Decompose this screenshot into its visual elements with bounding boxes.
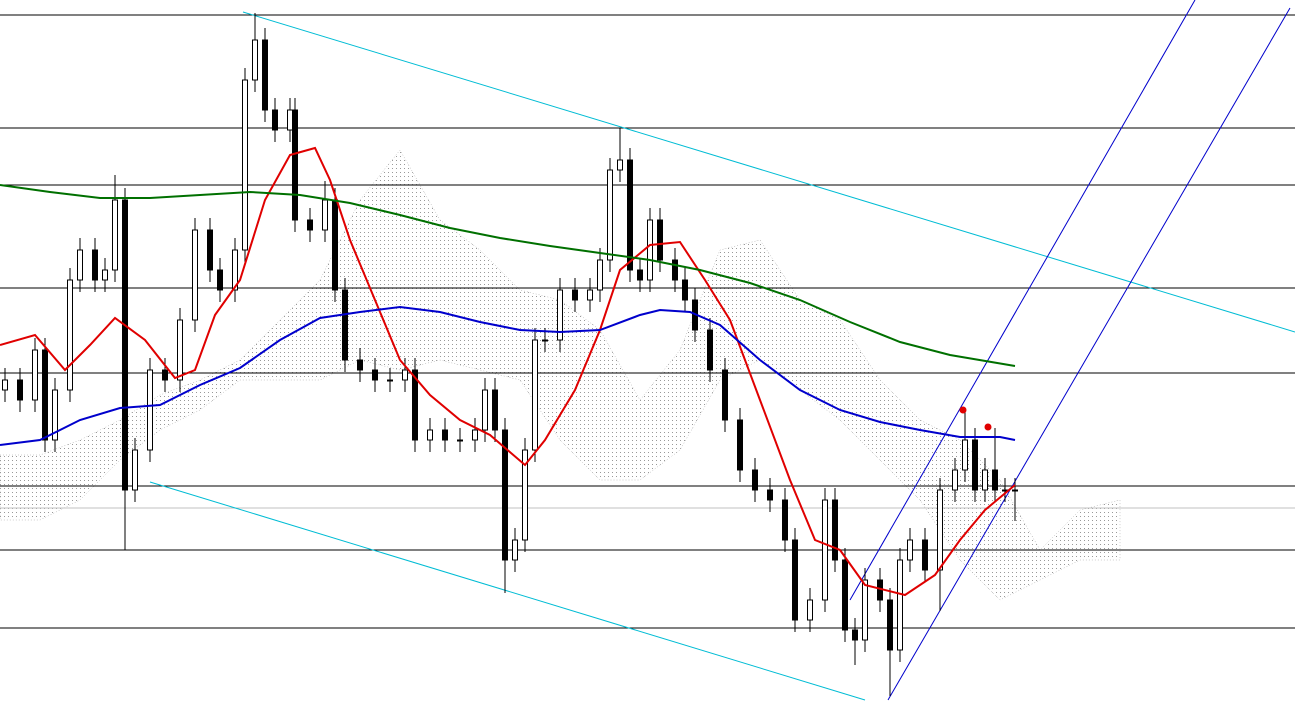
candle-body [522,449,528,541]
candle-body [657,219,663,261]
candle-body [292,109,298,221]
candle-body [752,469,758,491]
ichimoku-cloud [0,149,1121,601]
candle-body [922,539,928,571]
candle-body [67,279,73,391]
candle-body [342,289,348,361]
candle-body [332,199,338,291]
candle-body [722,369,728,421]
candle-body [542,339,548,342]
candle-body [472,429,478,441]
candle-body [442,429,448,441]
signal-dot [984,423,992,431]
candle-body [272,109,278,131]
candle-body [242,79,248,251]
candle-body [707,329,713,371]
candle-body [192,229,198,321]
candle-body [132,449,138,491]
candle-body [767,489,773,501]
candle-body [982,469,988,491]
candle-body [627,159,633,271]
candle-body [262,39,268,111]
candle-body [102,269,108,281]
candle-body [937,489,943,571]
candle-body [252,39,258,81]
candle-body [492,389,498,431]
candle-body [637,269,643,281]
candle-body [557,289,563,341]
signal-dot [959,406,967,414]
candle-body [617,159,623,171]
candle-body [842,559,848,631]
candle-body [532,339,538,451]
candle-body [387,379,393,382]
candle-body [307,219,313,231]
candle-body [232,249,238,291]
candle-body [322,199,328,231]
candle-body [672,259,678,281]
trend-line [149,481,866,701]
candle-body [162,369,168,381]
candle-body [597,259,603,291]
trend-line [887,7,1291,701]
candle-body [372,369,378,381]
candle-body [32,349,38,401]
candle-body [112,199,118,271]
candle-body [862,579,868,641]
candle-body [887,599,893,651]
candle-body [737,419,743,471]
candle-body [607,169,613,261]
candle-body [952,469,958,491]
moving-average [0,184,1016,367]
candle-body [357,359,363,371]
candle-body [807,599,813,621]
candle-body [682,279,688,301]
candle-body [822,499,828,601]
candle-body [647,219,653,281]
candle-body [962,439,968,471]
candle-body [2,379,8,391]
candle-body [92,249,98,281]
candle-body [77,249,83,281]
candle-body [287,109,293,131]
candle-body [457,439,463,442]
candle-body [992,469,998,491]
candle-body [207,229,213,271]
candle-body [177,319,183,381]
candle-body [1012,489,1018,492]
candle-body [832,499,838,561]
candle-body [897,559,903,651]
moving-average [0,305,1016,446]
candle-body [412,369,418,441]
candle-body [512,539,518,561]
candle-body [572,289,578,301]
candle-body [792,539,798,621]
candle-body [482,389,488,431]
candle-body [502,429,508,561]
candle-body [42,349,48,441]
candle-body [852,629,858,641]
candle-body [217,269,223,291]
candle-body [782,499,788,541]
candle-body [427,429,433,441]
candle-body [907,539,913,561]
trend-line [849,0,1196,601]
candle-body [587,289,593,301]
candle-body [52,389,58,441]
candle-body [122,199,128,491]
trend-line [242,11,1295,333]
candle-body [147,369,153,451]
moving-average [0,146,1016,597]
candle-body [402,369,408,381]
candle-body [972,439,978,491]
candle-body [17,379,23,401]
